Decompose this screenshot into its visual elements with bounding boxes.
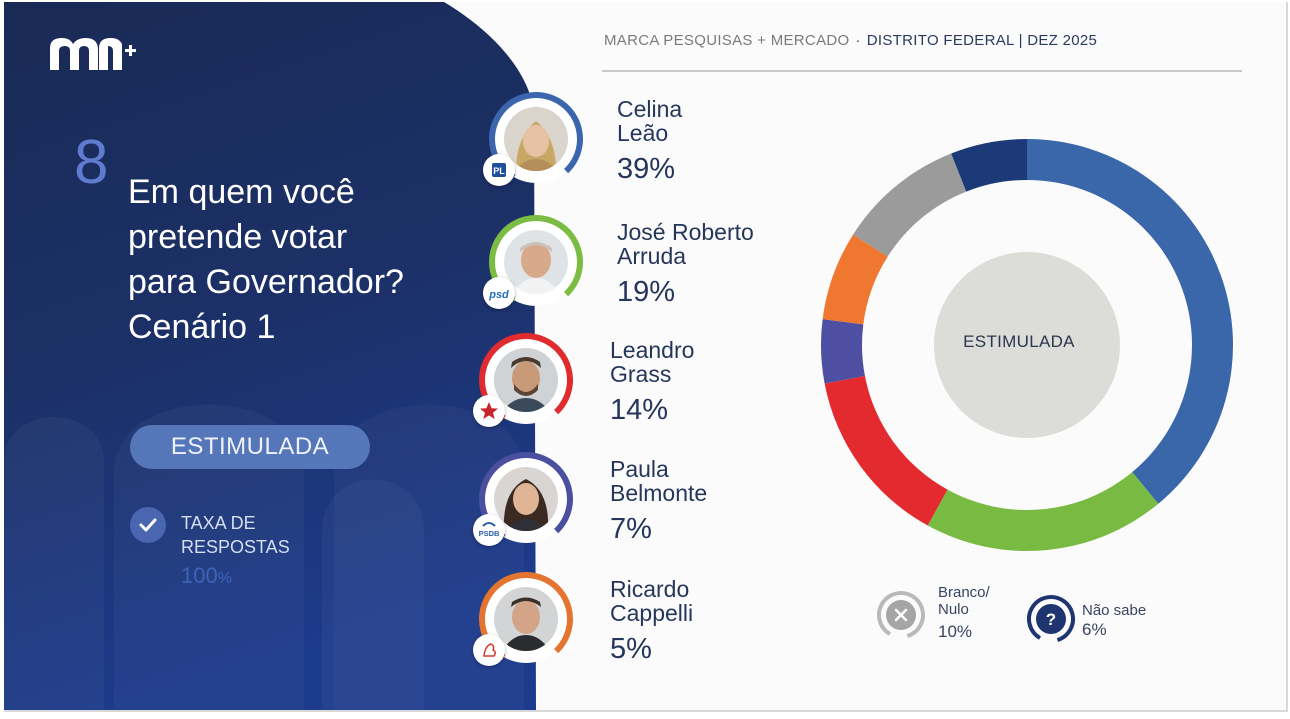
pv-star-icon [473, 395, 505, 427]
candidate-avatar [494, 467, 558, 531]
left-panel-background [4, 2, 536, 710]
donut-slice-ricardo-cappelli [821, 319, 865, 384]
legend-value: 6% [1082, 620, 1107, 639]
candidate-avatar [494, 348, 558, 412]
svg-text:?: ? [1046, 610, 1056, 629]
donut-slice-n-o-sabe [951, 139, 1027, 192]
candidate-name-line: Arruda [617, 243, 687, 269]
svg-text:PL: PL [493, 166, 505, 176]
candidate-name-line: Ricardo [610, 576, 690, 602]
candidate-name: Celina Leão [617, 97, 797, 145]
candidate-avatar [494, 587, 558, 651]
candidate-name-line: Paula [610, 456, 669, 482]
candidate-avatar [504, 107, 568, 171]
candidate-name: Ricardo Cappelli [610, 577, 790, 625]
question-line: pretende votar [128, 218, 348, 256]
region-name: DISTRITO FEDERAL [866, 32, 1015, 49]
pl-party-icon: PL [483, 154, 515, 186]
psdb-party-text: PSDB [479, 529, 500, 538]
donut-slice-leandro-grass [824, 375, 948, 526]
response-rate-value: 100% [181, 563, 232, 589]
legend-label-line: Branco/ [938, 584, 990, 601]
donut-slice-celina-le-o [1027, 139, 1233, 504]
response-rate-label: TAXA DE RESPOSTAS [181, 511, 321, 559]
candidate-name-line: Belmonte [610, 480, 708, 506]
candidate-name: José Roberto Arruda [617, 220, 797, 268]
donut-slice-paula-belmonte [822, 234, 888, 325]
candidate-percent: 5% [610, 633, 652, 665]
survey-period: DEZ 2025 [1027, 32, 1098, 49]
legend-label: Branco/ Nulo [938, 584, 1048, 618]
legend-value: 10% [938, 622, 973, 641]
candidate-name-line: José Roberto [617, 219, 754, 245]
question-line: Cenário 1 [128, 308, 276, 346]
candidate-name: Leandro Grass [610, 338, 790, 386]
question-text: Em quem você pretende votar para Governa… [128, 170, 468, 350]
candidate-percent: 7% [610, 513, 652, 545]
psd-party-text: psd [488, 289, 509, 301]
psdb-party-icon: PSDB [473, 514, 505, 546]
survey-type-badge: ESTIMULADA [130, 425, 370, 469]
candidate-name-line: Leandro [610, 337, 695, 363]
donut-chart [821, 139, 1233, 551]
brand-logo [50, 38, 136, 70]
donut-slice-branco-nulo [853, 153, 967, 257]
candidate-percent: 19% [617, 276, 676, 308]
psb-party-icon [473, 634, 505, 666]
response-rate-number: 100 [181, 563, 218, 588]
psd-party-icon: psd [483, 277, 515, 309]
question-line: Em quem você [128, 173, 355, 211]
question-circle-icon: ? [1027, 595, 1075, 643]
candidate-name-line: Cappelli [610, 600, 694, 626]
header-divider [602, 70, 1242, 72]
candidate-avatar [504, 230, 568, 294]
donut-center-label: ESTIMULADA [963, 332, 1075, 351]
candidate-percent: 14% [610, 394, 669, 426]
legend-label-line: Nulo [938, 601, 969, 618]
slide: 8 Em quem você pretende votar para Gover… [4, 2, 1288, 712]
question-number: 8 [74, 128, 109, 197]
x-circle-icon [877, 591, 925, 639]
candidate-percent: 39% [617, 153, 676, 185]
candidate-name-line: Grass [610, 361, 672, 387]
check-icon [130, 507, 166, 543]
legend-label: Não sabe [1082, 602, 1147, 619]
donut-center [934, 252, 1120, 438]
candidate-name-line: Leão [617, 120, 669, 146]
candidate-name: Paula Belmonte [610, 457, 790, 505]
source-header: MARCA PESQUISAS + MERCADO · DISTRITO FEDER… [604, 32, 1098, 49]
response-rate-label-line: TAXA DE [181, 513, 256, 533]
donut-slice-jos-roberto-arruda [927, 472, 1159, 551]
candidate-name-line: Celina [617, 96, 683, 122]
question-line: para Governador? [128, 263, 404, 301]
response-rate-unit: % [217, 570, 232, 587]
response-rate-label-line: RESPOSTAS [181, 537, 290, 557]
source-name: MARCA PESQUISAS + MERCADO [604, 32, 850, 49]
